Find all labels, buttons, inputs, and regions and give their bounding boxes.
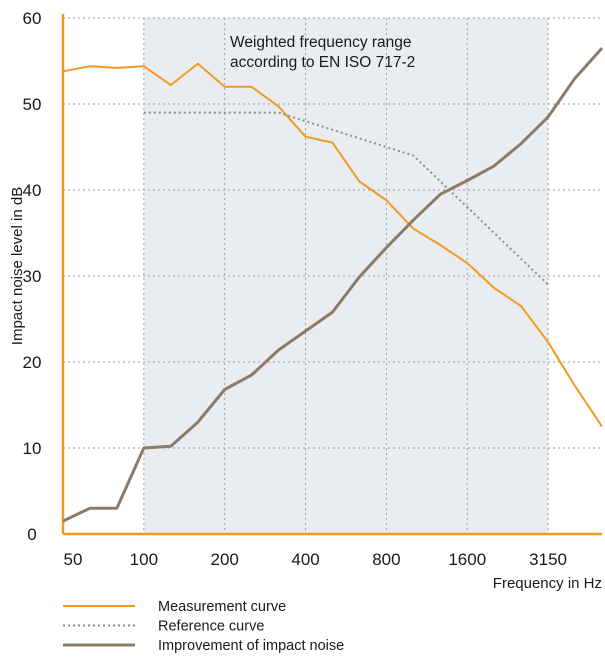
annotation-line-2: according to EN ISO 717-2 [230,54,415,71]
x-tick-label: 100 [130,550,158,569]
y-tick-label: 10 [23,439,42,458]
x-tick-label: 200 [211,550,239,569]
series-line-1 [143,111,549,286]
x-tick-label: 1600 [448,550,486,569]
x-tick-label: 50 [64,550,83,569]
legend-label: Improvement of impact noise [158,638,344,654]
axes [61,14,602,536]
y-tick-label: 20 [23,353,42,372]
annotation-line-1: Weighted frequency range [230,34,412,51]
y-tick-label: 50 [23,95,42,114]
y-tick-label: 40 [23,181,42,200]
legend-label: Measurement curve [158,599,286,615]
x-tick-label: 800 [372,550,400,569]
series-line-2 [62,47,604,523]
legend: Measurement curve Reference curve Improvem… [63,599,344,654]
x-tick-labels: 50 100 200 400 800 1600 3150 [64,550,567,569]
y-axis-label: Impact noise level in dB [9,187,26,345]
y-tick-label: 0 [27,525,36,544]
grid-lines [63,17,602,534]
x-axis-label: Frequency in Hz [493,575,602,592]
x-tick-label: 3150 [529,550,567,569]
legend-label: Reference curve [158,619,264,635]
series-lines [62,47,604,523]
series-line-0 [62,62,603,428]
y-tick-labels: 0 10 20 30 40 50 60 [23,9,42,544]
y-tick-label: 30 [23,267,42,286]
y-tick-label: 60 [23,9,42,28]
x-tick-label: 400 [291,550,319,569]
